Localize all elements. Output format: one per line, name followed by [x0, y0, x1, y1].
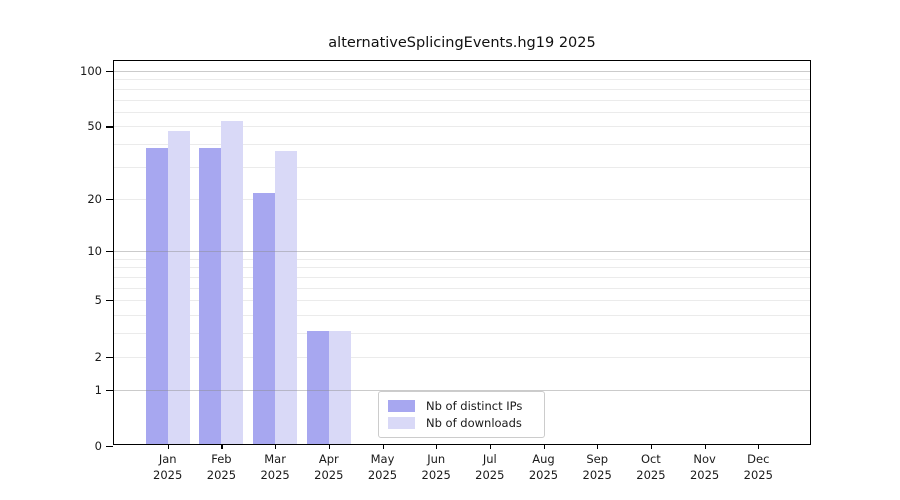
y-tick	[106, 446, 113, 448]
y-tick-label: 10	[87, 244, 102, 259]
x-tick-label: Sep 2025	[582, 452, 612, 482]
grid-line-major	[114, 251, 810, 253]
grid-line-minor	[114, 111, 810, 113]
y-tick	[106, 300, 113, 302]
x-tick	[543, 444, 545, 449]
grid-minor-layer	[114, 61, 810, 444]
legend: Nb of distinct IPs Nb of downloads	[378, 391, 545, 438]
y-tick	[106, 356, 113, 358]
legend-item-ips: Nb of distinct IPs	[388, 399, 544, 413]
x-tick-label: Aug 2025	[528, 452, 559, 482]
grid-line-major	[114, 70, 810, 72]
axis-ticks-layer: 0 1 2 5 10 20 50 100 Jan 2025 Feb 2025 Mar 2025 Apr…	[80, 61, 810, 482]
grid-line-minor	[114, 166, 810, 168]
y-tick	[106, 251, 113, 253]
x-tick	[328, 444, 330, 449]
plot-area: 0 1 2 5 10 20 50 100 Jan 2025 Feb 2025 Mar 2025 Apr…	[80, 60, 811, 482]
x-tick-label: Jul 2025	[475, 452, 505, 482]
grid-line-minor	[114, 356, 810, 358]
y-tick	[106, 126, 113, 128]
x-tick	[758, 444, 760, 449]
y-tick-label: 0	[94, 439, 102, 453]
x-tick-label: Mar 2025	[260, 452, 290, 482]
grid-line-minor	[114, 144, 810, 146]
bar-downloads	[275, 150, 298, 444]
grid-major-layer	[114, 61, 810, 444]
grid-line-minor	[114, 300, 810, 302]
x-tick-label: May 2025	[367, 452, 398, 482]
x-tick	[167, 444, 169, 449]
x-tick	[597, 444, 599, 449]
x-tick-label: Nov 2025	[689, 452, 720, 482]
bar-downloads	[167, 131, 190, 444]
y-tick-label: 2	[94, 349, 102, 364]
y-tick-label: 50	[87, 119, 102, 134]
bar-downloads	[221, 121, 244, 444]
chart-title: alternativeSplicingEvents.hg19 2025	[328, 35, 596, 51]
y-tick	[106, 198, 113, 200]
grid-line-minor	[114, 258, 810, 260]
grid-line-minor	[114, 333, 810, 335]
x-tick-label: Jun 2025	[421, 452, 451, 482]
x-tick	[382, 444, 384, 449]
legend-label-downloads: Nb of downloads	[426, 416, 522, 430]
bar-ips	[199, 148, 222, 444]
bar-ips	[145, 148, 168, 444]
grid-line-minor	[114, 99, 810, 101]
x-tick	[650, 444, 653, 449]
x-tick-label: Apr 2025	[314, 452, 344, 482]
grid-line-minor	[114, 277, 810, 278]
x-tick	[704, 444, 706, 449]
legend-item-downloads: Nb of downloads	[388, 416, 544, 430]
grid-line-minor	[114, 287, 810, 289]
x-tick-label: Oct 2025	[636, 452, 666, 482]
bars-layer	[114, 61, 810, 444]
grid-line-minor	[114, 267, 810, 269]
legend-swatch-downloads	[388, 417, 415, 429]
x-tick-label: Dec 2025	[743, 452, 773, 482]
grid-line-minor	[114, 126, 810, 128]
bar-ips	[253, 192, 276, 444]
x-tick	[489, 444, 491, 449]
x-tick	[436, 444, 438, 449]
x-tick-label: Feb 2025	[206, 452, 237, 482]
y-tick-label: 5	[94, 293, 102, 308]
grid-line-minor	[114, 88, 810, 90]
x-tick-label: Jan 2025	[153, 452, 183, 482]
grid-line-major	[114, 389, 810, 391]
y-tick-label: 20	[87, 191, 102, 206]
y-tick-label: 100	[80, 63, 102, 78]
grid-line-minor	[114, 198, 810, 200]
bar-ips	[306, 331, 329, 444]
grid-line-minor	[114, 315, 810, 317]
y-tick	[106, 389, 113, 391]
x-tick	[275, 444, 277, 449]
y-tick	[106, 70, 113, 72]
x-tick	[221, 444, 223, 449]
grid-line-minor	[114, 79, 810, 81]
bar-downloads	[328, 331, 351, 444]
legend-swatch-ips	[388, 400, 415, 412]
y-tick-label: 1	[94, 382, 102, 397]
legend-label-ips: Nb of distinct IPs	[426, 399, 523, 413]
